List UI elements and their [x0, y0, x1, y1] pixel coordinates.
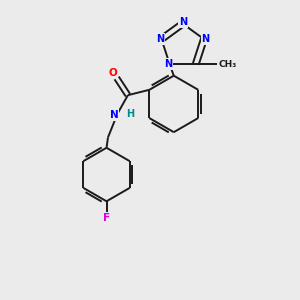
Text: N: N	[178, 17, 187, 27]
Text: N: N	[156, 34, 164, 44]
Text: H: H	[126, 109, 134, 119]
Text: N: N	[110, 110, 118, 120]
Text: CH₃: CH₃	[218, 59, 236, 68]
Text: F: F	[103, 213, 110, 223]
Text: N: N	[201, 34, 209, 44]
Text: N: N	[164, 59, 172, 69]
Text: O: O	[109, 68, 117, 78]
